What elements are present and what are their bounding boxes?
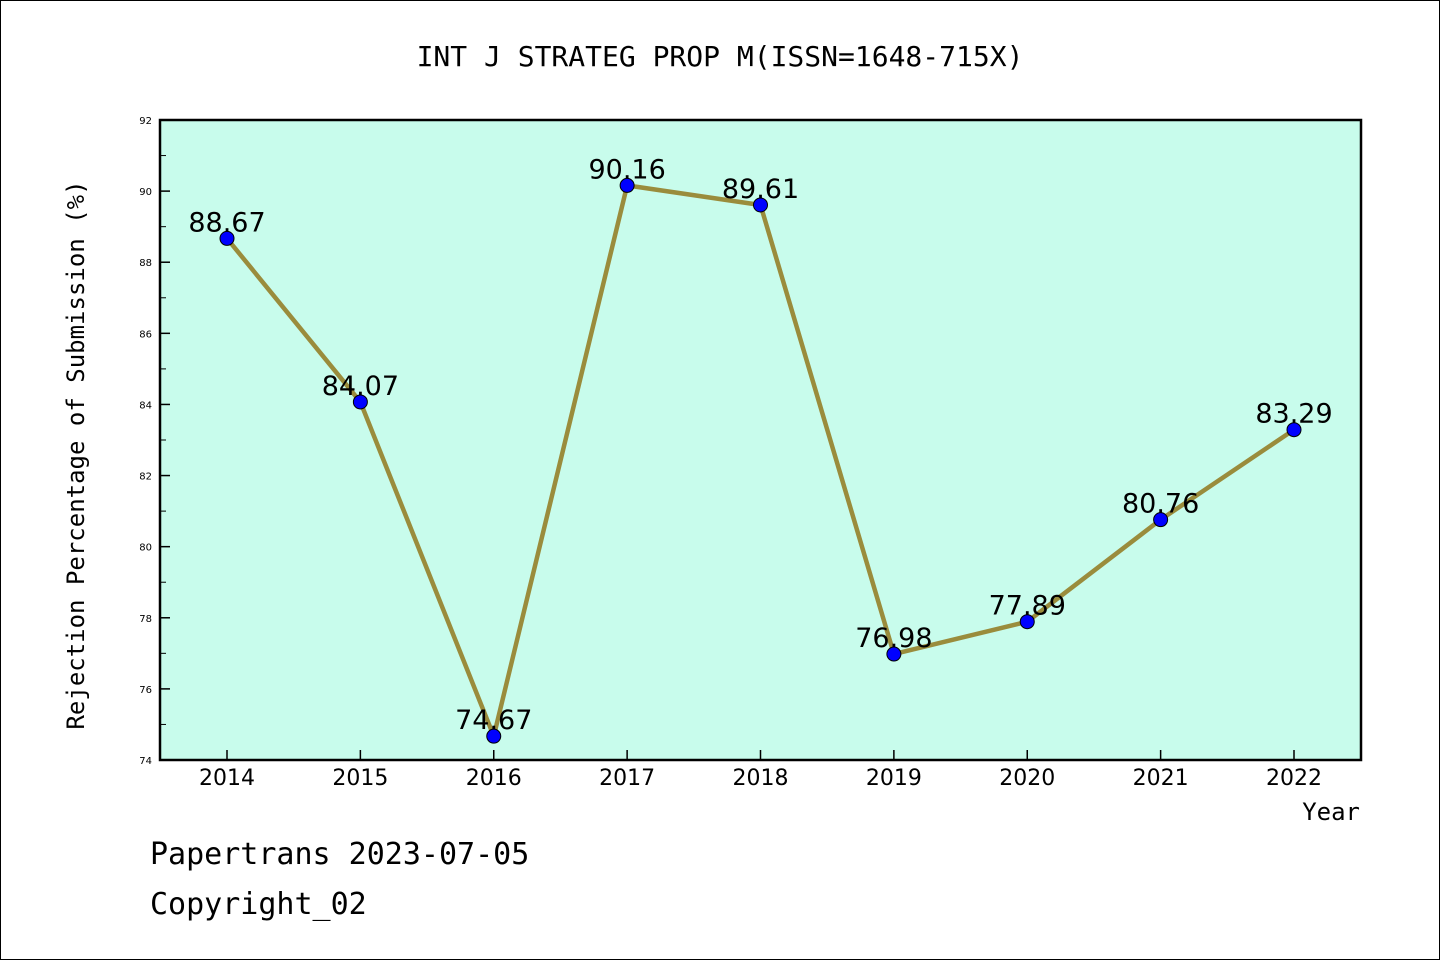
x-tick-label: 2014 [199, 766, 255, 791]
chart-title: INT J STRATEG PROP M(ISSN=1648-715X) [417, 40, 1024, 73]
y-tick-label: 88 [139, 258, 152, 269]
x-tick-label: 2021 [1133, 766, 1189, 791]
y-tick-label: 92 [139, 116, 152, 127]
footer-copyright: Copyright_02 [150, 887, 367, 922]
x-tick-label: 2022 [1266, 766, 1322, 791]
x-axis: 2014 2015 2016 2017 2018 2019 2020 2021 2022 [199, 750, 1322, 791]
data-label: 90.16 [588, 154, 665, 185]
x-tick-label: 2018 [733, 766, 789, 791]
data-label: 74.67 [455, 705, 532, 736]
y-tick-label: 90 [139, 187, 152, 198]
y-axis-label: Rejection Percentage of Submission (%) [62, 180, 90, 729]
x-tick-label: 2016 [466, 766, 522, 791]
data-label: 84.07 [322, 371, 399, 402]
data-point [1153, 512, 1169, 528]
y-tick-label: 76 [139, 685, 152, 696]
data-point [886, 646, 902, 662]
data-point [753, 197, 768, 213]
y-tick-label: 84 [139, 400, 152, 411]
y-tick-label: 78 [139, 614, 152, 625]
y-tick-label: 82 [139, 472, 152, 483]
x-tick-label: 2015 [332, 766, 388, 791]
y-tick-label: 86 [139, 329, 152, 340]
plot-border [158, 118, 1363, 762]
data-point [1286, 422, 1302, 438]
data-points [219, 177, 1302, 744]
y-tick-label: 80 [139, 543, 152, 554]
data-label: 80.76 [1122, 489, 1199, 520]
data-label: 88.67 [188, 207, 265, 238]
data-label: 77.89 [989, 591, 1066, 622]
data-point [619, 177, 635, 193]
data-point [1019, 614, 1035, 630]
data-label: 83.29 [1255, 399, 1332, 430]
x-tick-label: 2019 [866, 766, 922, 791]
plot-area [160, 120, 1361, 760]
x-tick-label: 2017 [599, 766, 655, 791]
data-label: 89.61 [722, 174, 799, 205]
x-axis-label: Year [1302, 798, 1360, 826]
data-labels: 88.67 84.07 74.67 90.16 89.61 76.98 77.89 80.76… [188, 154, 1332, 736]
data-point [486, 728, 502, 744]
footer-date: Papertrans 2023-07-05 [150, 837, 529, 872]
x-tick-label: 2020 [999, 766, 1055, 791]
data-point [352, 394, 368, 410]
data-label: 76.98 [855, 623, 932, 654]
y-tick-label: 74 [139, 756, 152, 767]
data-point [219, 230, 235, 246]
